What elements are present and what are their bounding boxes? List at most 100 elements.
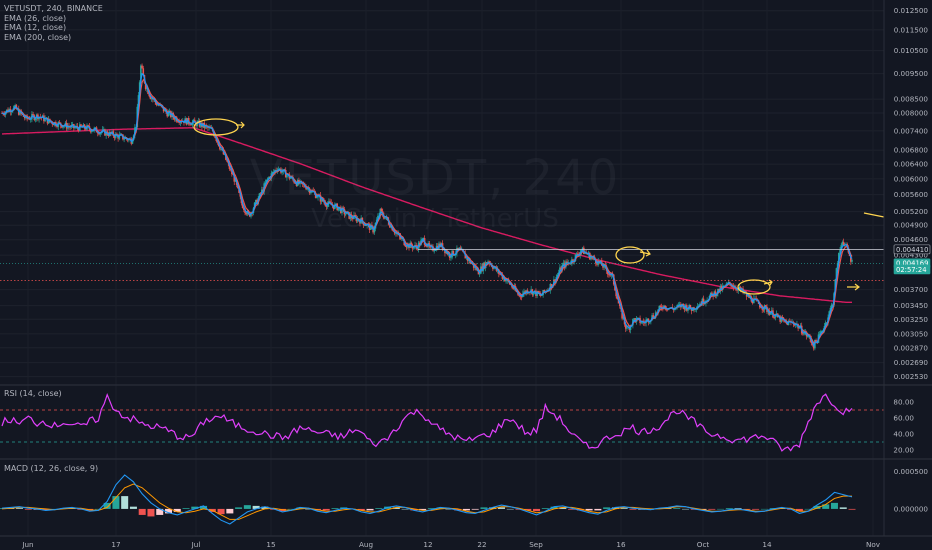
candle-body	[19, 110, 21, 115]
candle-body	[566, 261, 568, 264]
macd-legend[interactable]: MACD (12, 26, close, 9)	[4, 464, 99, 473]
candle-body	[38, 116, 40, 120]
candle-body	[114, 133, 117, 138]
candle-body	[577, 253, 579, 255]
candle-body	[421, 238, 424, 241]
candle-body	[492, 266, 494, 269]
candle-body	[215, 137, 218, 141]
candle-body	[597, 260, 599, 265]
candle-body	[518, 294, 520, 296]
macd-histogram-bar	[392, 507, 400, 509]
candle-body	[602, 265, 604, 268]
macd-histogram-bar	[366, 508, 374, 511]
macd-histogram-bar	[524, 508, 532, 511]
macd-tick-label: 0.000500	[894, 467, 929, 476]
macd-histogram-bar	[121, 496, 129, 509]
candle-body	[113, 136, 116, 138]
candle-body	[615, 290, 617, 297]
macd-line	[1, 474, 853, 525]
macd-histogram-bar	[822, 504, 830, 509]
candle-body	[34, 118, 37, 121]
ema26-legend[interactable]: EMA (26, close)	[4, 13, 67, 23]
time-tick-label: 22	[477, 540, 486, 549]
candle-body	[234, 179, 237, 182]
candle-body	[572, 259, 574, 262]
time-tick-label: Aug	[359, 540, 373, 549]
candle-body	[87, 125, 89, 127]
macd-histogram-bar	[243, 505, 251, 509]
candle-body	[241, 203, 244, 208]
macd-histogram-bar	[813, 505, 821, 509]
candle-body	[820, 331, 822, 334]
candle-body	[512, 287, 514, 289]
price-tag: 02:57:24	[893, 264, 931, 275]
macd-histogram-bar	[725, 508, 733, 509]
time-axis[interactable]: Jun 17 Jul 15 Aug 12 22 Sep 16 Oct 14 Nov	[0, 536, 932, 550]
candle-body	[150, 98, 153, 100]
candle-body	[603, 264, 605, 268]
price-tick-label: 0.006400	[894, 160, 929, 169]
candle-body	[621, 309, 623, 319]
candle-body	[266, 178, 269, 180]
candle-body	[652, 315, 655, 318]
price-tick-label: 0.012500	[894, 6, 929, 15]
macd-histogram-bar	[182, 508, 190, 509]
candle-body	[58, 122, 61, 123]
candle-body	[851, 260, 853, 262]
symbol-title[interactable]: VETUSDT, 240, BINANCE	[4, 4, 103, 13]
macd-histogram-bar	[331, 508, 339, 509]
candle-body	[562, 262, 565, 265]
macd-histogram-bar	[296, 507, 304, 509]
price-tag-label: 02:57:24	[896, 266, 927, 274]
macd-histogram-bar	[795, 508, 803, 512]
rsi-legend[interactable]: RSI (14, close)	[4, 389, 62, 398]
time-tick-label: Sep	[529, 540, 543, 549]
macd-histogram-bar	[217, 508, 225, 515]
candle-body	[429, 246, 432, 248]
candle-body	[841, 241, 844, 246]
pane-separators	[0, 0, 932, 537]
candle-body	[23, 116, 26, 119]
macd-histogram-bar	[200, 505, 208, 509]
candle-body	[393, 231, 396, 234]
candle-body	[177, 121, 179, 123]
candle-body	[470, 263, 473, 265]
candle-body	[830, 304, 833, 308]
macd-histogram-bar	[576, 508, 584, 511]
macd-tick-label: 0.000000	[894, 504, 929, 513]
candle-body	[220, 149, 222, 150]
candle-body	[787, 321, 790, 326]
macd-histogram-bar	[550, 506, 558, 509]
macd-histogram-bar	[708, 508, 716, 510]
macd-histogram-bar	[585, 508, 593, 511]
candle-body	[316, 197, 318, 199]
candle-body	[281, 171, 283, 173]
candle-body	[426, 246, 428, 248]
candle-body	[840, 245, 843, 251]
candle-body	[271, 171, 274, 174]
candle-body	[356, 218, 359, 222]
candle-body	[624, 324, 627, 329]
candle-body	[608, 274, 610, 276]
macd-histogram-bar	[471, 508, 479, 510]
macd-histogram-bar	[322, 508, 330, 511]
ema12-legend[interactable]: EMA (12, close)	[4, 23, 67, 32]
candle-body	[634, 318, 637, 322]
candle-body	[325, 205, 328, 207]
annotations-layer	[193, 118, 885, 295]
target-mark	[863, 212, 885, 218]
macd-histogram-bar	[173, 508, 181, 512]
candle-body	[264, 182, 267, 184]
ema200-legend[interactable]: EMA (200, close)	[4, 32, 72, 42]
candle-body	[709, 292, 712, 296]
candle-body	[687, 309, 689, 311]
candle-body	[146, 88, 148, 90]
candle-body	[627, 327, 629, 329]
price-tick-label: 0.009500	[894, 69, 929, 78]
candle-body	[377, 215, 379, 220]
candle-body	[769, 313, 772, 315]
candle-body	[519, 295, 522, 297]
macd-histogram-bar	[103, 502, 111, 509]
price-axis[interactable]: 0.012500 0.011500 0.010500 0.009500 0.008500…	[884, 0, 932, 536]
